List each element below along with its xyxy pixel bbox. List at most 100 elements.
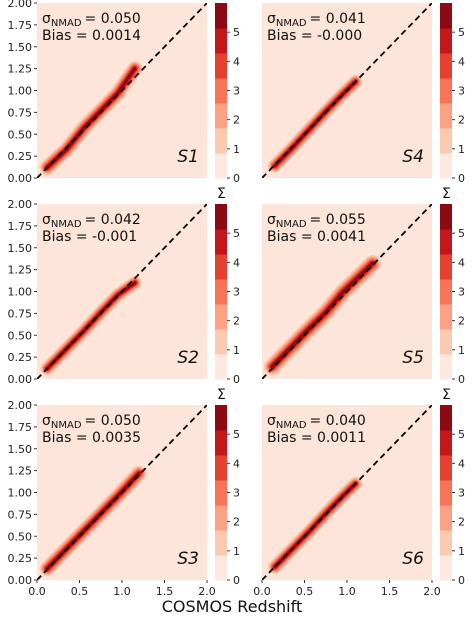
density-level-6 xyxy=(45,67,137,169)
y-tick-label: 2.00 xyxy=(8,0,33,10)
colorbar-tick-label: 3 xyxy=(233,487,240,500)
x-tick-label: 2.0 xyxy=(198,585,216,598)
colorbar-segment xyxy=(215,505,227,531)
sample-label: S4 xyxy=(402,147,424,167)
colorbar-tick-label: 2 xyxy=(233,315,240,328)
y-tick-label: 0.75 xyxy=(8,508,33,521)
colorbar-segment xyxy=(215,455,227,481)
colorbar: 0 1 2 3 4 5 xyxy=(215,3,240,185)
colorbar-tick-label: 2 xyxy=(233,516,240,529)
y-tick-label: 0.50 xyxy=(8,530,33,543)
x-tick-label: 1.5 xyxy=(156,585,174,598)
colorbar-segment xyxy=(215,78,227,104)
colorbar-segment xyxy=(215,480,227,506)
y-tick-label: 1.50 xyxy=(8,242,33,255)
colorbar-tick-label: 4 xyxy=(233,256,240,269)
colorbar-segment xyxy=(215,530,227,556)
y-tick-label: 1.00 xyxy=(8,487,33,500)
density-contours xyxy=(39,60,143,176)
colorbar-segment xyxy=(440,53,452,79)
colorbar-tick-label: 3 xyxy=(458,487,465,500)
colorbar-segment xyxy=(215,153,227,179)
density-level-6 xyxy=(273,80,357,168)
colorbar-tick-label: 5 xyxy=(233,26,240,39)
colorbar-segment xyxy=(440,204,452,230)
density-contours xyxy=(267,74,363,173)
colorbar-tick-label: 4 xyxy=(458,457,465,470)
colorbar-tick-label: 4 xyxy=(233,457,240,470)
sample-label: S3 xyxy=(177,549,199,569)
bias-text: Bias = 0.0011 xyxy=(267,430,366,446)
x-tick-label: 0.0 xyxy=(28,585,46,598)
colorbar-segment xyxy=(215,430,227,456)
colorbar: 0 1 2 3 4 5 Σ xyxy=(440,387,465,587)
bias-text: Bias = 0.0014 xyxy=(42,28,141,44)
colorbar-tick-label: 1 xyxy=(458,344,465,357)
colorbar-tick-label: 2 xyxy=(458,516,465,529)
colorbar-segment xyxy=(215,254,227,280)
colorbar-segment xyxy=(215,279,227,305)
colorbar-segment xyxy=(440,455,452,481)
colorbar-segment xyxy=(215,405,227,431)
colorbar-tick-label: 0 xyxy=(458,373,465,386)
bias-text: Bias = 0.0041 xyxy=(267,229,366,245)
y-tick-label: 0.50 xyxy=(8,128,33,141)
colorbar-segment xyxy=(215,28,227,54)
sigma-nmad-text: σNMAD = 0.055 xyxy=(267,212,366,230)
colorbar-tick-label: 1 xyxy=(458,143,465,156)
y-tick-label: 0.00 xyxy=(8,574,33,587)
y-tick-label: 0.75 xyxy=(8,307,33,320)
colorbar-tick-label: 5 xyxy=(458,428,465,441)
colorbar-segment xyxy=(440,128,452,154)
colorbar-tick-label: 0 xyxy=(233,373,240,386)
colorbar-segment xyxy=(440,28,452,54)
sample-label: S5 xyxy=(402,348,424,368)
colorbar-segment xyxy=(440,555,452,581)
y-tick-label: 1.25 xyxy=(8,264,33,277)
density-contours xyxy=(40,275,142,376)
colorbar-segment xyxy=(440,304,452,330)
bias-text: Bias = 0.0035 xyxy=(42,430,141,446)
colorbar-tick-label: 1 xyxy=(458,545,465,558)
colorbar-tick-label: 3 xyxy=(458,286,465,299)
x-tick-label: 2.0 xyxy=(423,585,441,598)
colorbar-tick-label: 4 xyxy=(458,55,465,68)
density-level-6 xyxy=(46,281,137,370)
identity-line xyxy=(37,405,207,580)
colorbar-segment xyxy=(440,103,452,129)
colorbar-segment xyxy=(440,229,452,255)
colorbar-tick-label: 0 xyxy=(233,574,240,587)
colorbar-tick-label: 4 xyxy=(458,256,465,269)
colorbar-segment xyxy=(215,304,227,330)
sigma-nmad-text: σNMAD = 0.050 xyxy=(42,413,141,431)
colorbar-tick-label: 2 xyxy=(458,114,465,127)
colorbar-tick-label: 0 xyxy=(458,574,465,587)
colorbar-segment xyxy=(440,329,452,355)
colorbar-tick-label: 2 xyxy=(233,114,240,127)
colorbar-title: Σ xyxy=(442,387,451,403)
sample-label: S2 xyxy=(177,348,199,368)
y-tick-label: 1.75 xyxy=(8,220,33,233)
colorbar-segment xyxy=(215,3,227,29)
colorbar-segment xyxy=(215,53,227,79)
y-tick-label: 1.00 xyxy=(8,286,33,299)
y-tick-label: 0.25 xyxy=(8,150,33,163)
y-tick-label: 1.00 xyxy=(8,85,33,98)
colorbar-segment xyxy=(440,505,452,531)
colorbar-segment xyxy=(440,254,452,280)
colorbar: 0 1 2 3 4 5 Σ xyxy=(215,387,240,587)
colorbar-tick-label: 5 xyxy=(233,227,240,240)
colorbar-tick-label: 0 xyxy=(233,172,240,185)
identity-line xyxy=(37,3,207,178)
identity-line xyxy=(262,3,432,178)
x-tick-label: 0.0 xyxy=(253,585,271,598)
colorbar-segment xyxy=(215,329,227,355)
colorbar-tick-label: 3 xyxy=(233,85,240,98)
colorbar-tick-label: 5 xyxy=(233,428,240,441)
colorbar-segment xyxy=(440,3,452,29)
colorbar: 0 1 2 3 4 5 Σ xyxy=(215,186,240,386)
colorbar-title: Σ xyxy=(442,186,451,202)
density-contours xyxy=(267,476,363,574)
